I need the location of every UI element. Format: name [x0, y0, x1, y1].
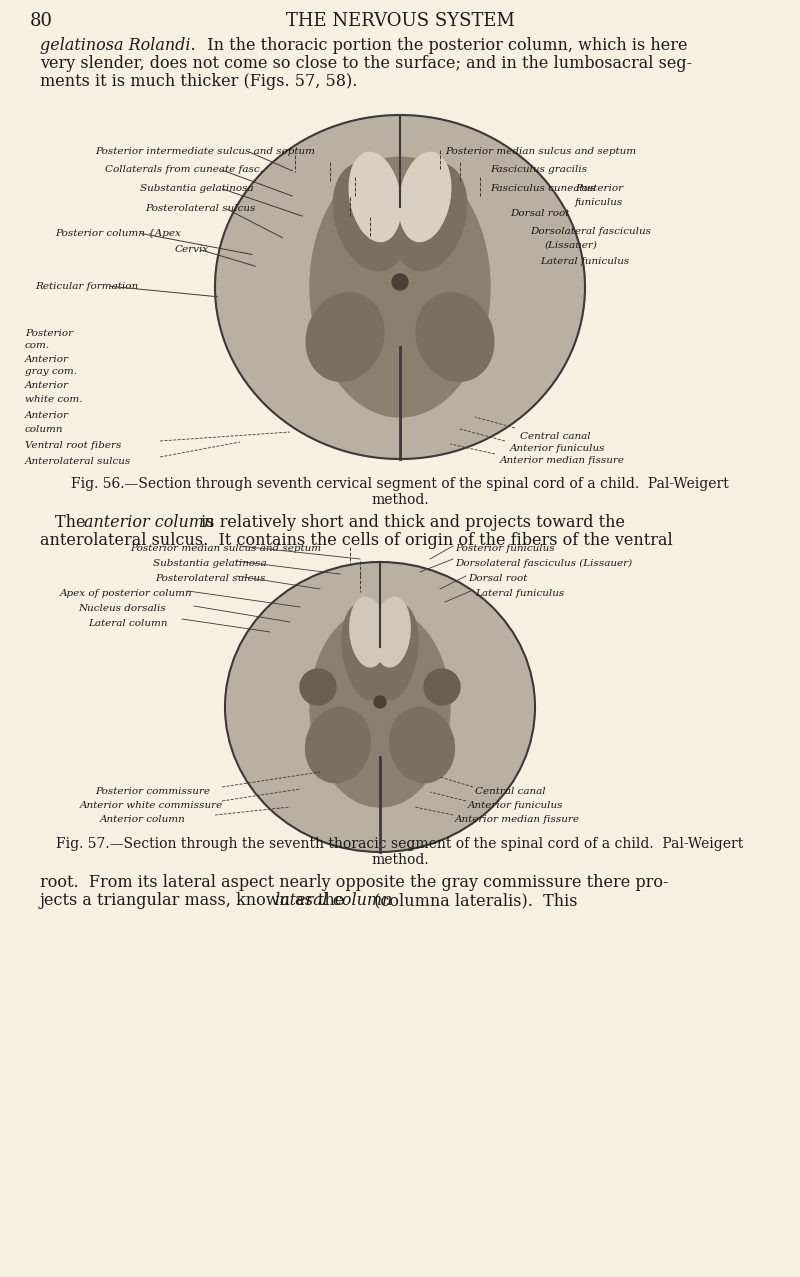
Text: Anterior median fissure: Anterior median fissure — [455, 815, 580, 824]
Text: In the thoracic portion the posterior column, which is here: In the thoracic portion the posterior co… — [197, 37, 687, 54]
Ellipse shape — [390, 707, 454, 783]
Text: Anterolateral sulcus: Anterolateral sulcus — [25, 457, 131, 466]
Text: gray com.: gray com. — [25, 366, 77, 375]
Text: Posterior intermediate sulcus and septum: Posterior intermediate sulcus and septum — [95, 147, 315, 156]
Ellipse shape — [306, 292, 384, 382]
Ellipse shape — [215, 115, 585, 458]
Text: anterior column: anterior column — [84, 515, 214, 531]
Ellipse shape — [424, 669, 460, 705]
Text: (columna lateralis).  This: (columna lateralis). This — [369, 893, 578, 909]
Ellipse shape — [306, 707, 370, 783]
Text: Collaterals from cuneate fasc.: Collaterals from cuneate fasc. — [105, 165, 263, 174]
Ellipse shape — [394, 163, 466, 271]
Text: funiculus: funiculus — [575, 198, 623, 207]
Text: com.: com. — [25, 341, 50, 350]
Text: anterolateral sulcus.  It contains the cells of origin of the fibers of the vent: anterolateral sulcus. It contains the ce… — [40, 533, 673, 549]
Text: root.  From its lateral aspect nearly opposite the gray commissure there pro-: root. From its lateral aspect nearly opp… — [40, 873, 669, 891]
Text: Lateral column: Lateral column — [88, 619, 167, 628]
Text: Fasciculus gracilis: Fasciculus gracilis — [490, 165, 587, 174]
Ellipse shape — [349, 152, 401, 241]
Ellipse shape — [300, 669, 336, 705]
Text: Fasciculus cuneatus: Fasciculus cuneatus — [490, 184, 595, 193]
Text: Fig. 56.—Section through seventh cervical segment of the spinal cord of a child.: Fig. 56.—Section through seventh cervica… — [71, 478, 729, 507]
Text: Anterior funiculus: Anterior funiculus — [468, 801, 563, 810]
Text: Anterior column: Anterior column — [100, 815, 186, 824]
Text: Anterior white commissure: Anterior white commissure — [80, 801, 223, 810]
Text: Dorsolateral fasciculus (Lissauer): Dorsolateral fasciculus (Lissauer) — [455, 559, 632, 568]
Text: (Lissauer): (Lissauer) — [545, 241, 598, 250]
Text: white com.: white com. — [25, 395, 82, 404]
Text: The: The — [55, 515, 90, 531]
Text: is relatively short and thick and projects toward the: is relatively short and thick and projec… — [196, 515, 625, 531]
Text: gelatinosa Rolandi.: gelatinosa Rolandi. — [40, 37, 196, 54]
Text: Posterior commissure: Posterior commissure — [95, 787, 210, 796]
Text: Ventral root fibers: Ventral root fibers — [25, 441, 122, 450]
Text: Anterior funiculus: Anterior funiculus — [510, 444, 606, 453]
Text: Posterior median sulcus and septum: Posterior median sulcus and septum — [445, 147, 636, 156]
Text: Posterior median sulcus and septum: Posterior median sulcus and septum — [130, 544, 321, 553]
Text: lateral column: lateral column — [275, 893, 392, 909]
Text: column: column — [25, 425, 63, 434]
Text: jects a triangular mass, known as the: jects a triangular mass, known as the — [40, 893, 350, 909]
Text: Fig. 57.—Section through the seventh thoracic segment of the spinal cord of a ch: Fig. 57.—Section through the seventh tho… — [56, 836, 744, 867]
Text: Posterolateral sulcus: Posterolateral sulcus — [155, 573, 266, 584]
Ellipse shape — [310, 157, 490, 418]
Ellipse shape — [310, 607, 450, 807]
Text: Dorsal root: Dorsal root — [468, 573, 527, 584]
Ellipse shape — [372, 604, 418, 700]
Ellipse shape — [225, 562, 535, 852]
Text: Posterior funiculus: Posterior funiculus — [455, 544, 554, 553]
Ellipse shape — [399, 152, 451, 241]
Ellipse shape — [392, 275, 408, 290]
Text: THE NERVOUS SYSTEM: THE NERVOUS SYSTEM — [286, 11, 514, 29]
Text: Dorsal root: Dorsal root — [510, 209, 570, 218]
Text: Substantia gelatinosa: Substantia gelatinosa — [153, 559, 266, 568]
Text: Central canal: Central canal — [475, 787, 546, 796]
Text: Anterior: Anterior — [25, 355, 69, 364]
Ellipse shape — [374, 598, 410, 667]
Text: Central canal: Central canal — [520, 432, 590, 441]
Text: 80: 80 — [30, 11, 53, 29]
Ellipse shape — [416, 292, 494, 382]
Text: Apex of posterior column: Apex of posterior column — [60, 589, 193, 598]
Text: Dorsolateral fasciculus: Dorsolateral fasciculus — [530, 227, 651, 236]
Text: Reticular formation: Reticular formation — [35, 282, 138, 291]
Text: Anterior: Anterior — [25, 381, 69, 389]
Text: Substantia gelatinosa: Substantia gelatinosa — [140, 184, 254, 193]
Text: Posterior: Posterior — [575, 184, 623, 193]
Text: very slender, does not come so close to the surface; and in the lumbosacral seg-: very slender, does not come so close to … — [40, 55, 692, 72]
Text: Anterior: Anterior — [25, 411, 69, 420]
Text: Posterior column {Apex: Posterior column {Apex — [55, 229, 181, 238]
Text: Lateral funiculus: Lateral funiculus — [540, 257, 630, 266]
Ellipse shape — [374, 696, 386, 707]
Text: Cervix: Cervix — [175, 245, 210, 254]
Text: Posterior: Posterior — [25, 329, 73, 338]
Text: Anterior median fissure: Anterior median fissure — [500, 456, 625, 465]
Text: Posterolateral sulcus: Posterolateral sulcus — [145, 204, 255, 213]
Ellipse shape — [334, 163, 406, 271]
Text: Nucleus dorsalis: Nucleus dorsalis — [78, 604, 166, 613]
Ellipse shape — [342, 604, 388, 700]
Text: ments it is much thicker (Figs. 57, 58).: ments it is much thicker (Figs. 57, 58). — [40, 73, 358, 89]
Text: Lateral funiculus: Lateral funiculus — [475, 589, 564, 598]
Ellipse shape — [350, 598, 386, 667]
